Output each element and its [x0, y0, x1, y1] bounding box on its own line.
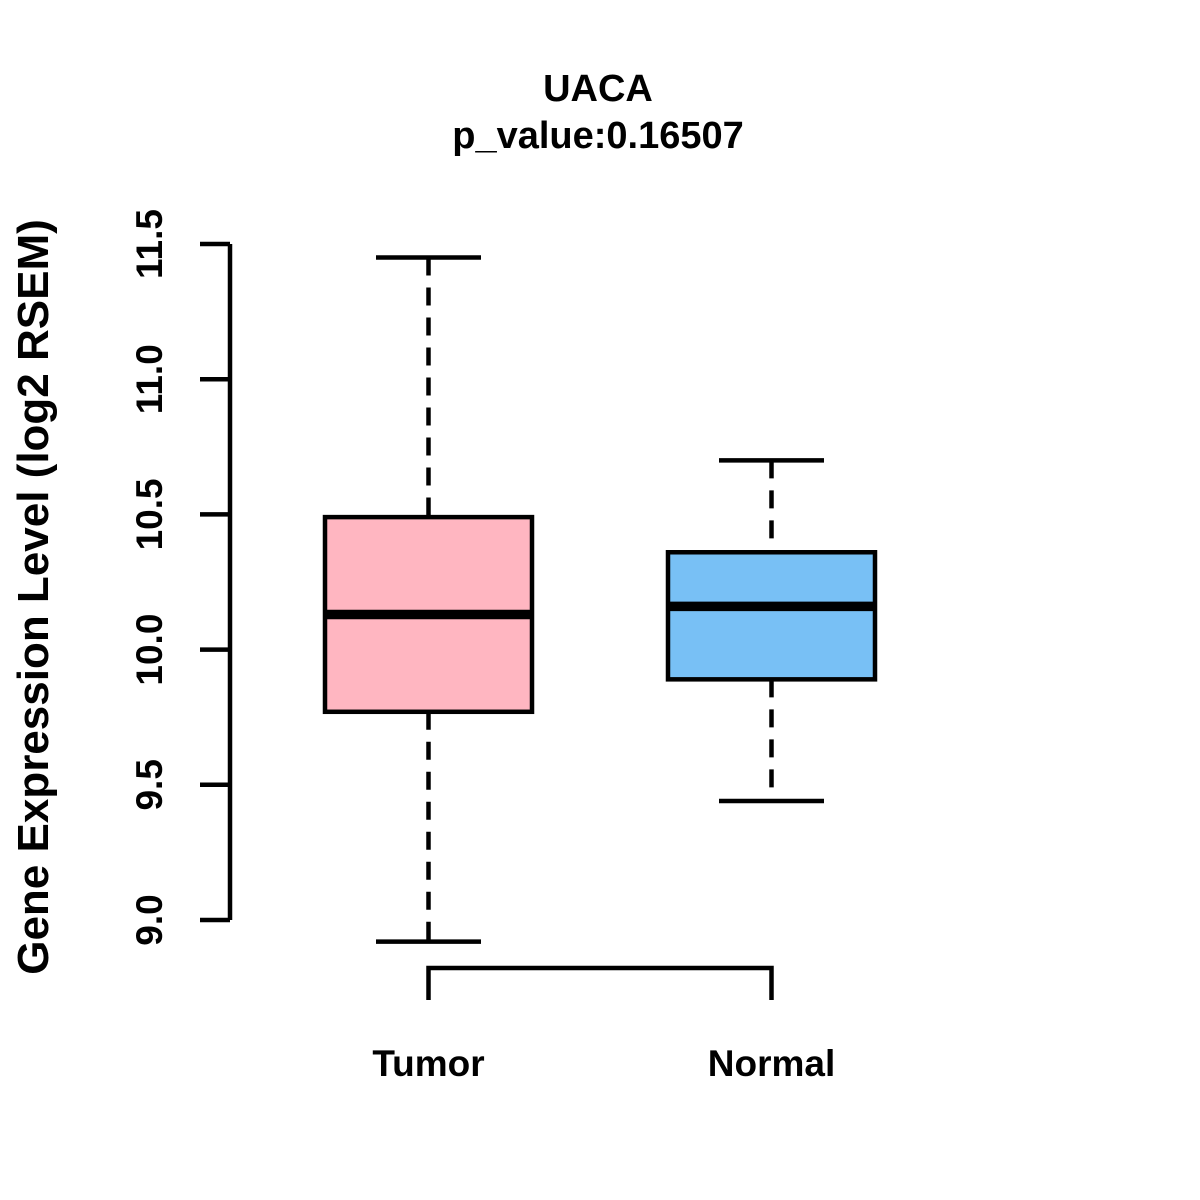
- normal-box: [665, 550, 878, 682]
- y-axis-tick-label: 9.5: [129, 759, 170, 810]
- y-axis-tick-label: 11.0: [129, 344, 170, 414]
- y-axis-tick-label: 10.5: [129, 478, 170, 550]
- title-block: UACA p_value:0.16507: [0, 66, 1196, 160]
- y-axis-tick-label: 10.0: [129, 614, 170, 686]
- chart-title: UACA: [543, 68, 653, 110]
- x-axis-label-tumor: Tumor: [372, 1043, 484, 1084]
- x-axis-bracket: [426, 965, 774, 1000]
- y-axis-tick-label: 9.0: [129, 894, 170, 945]
- x-axis-label-normal: Normal: [708, 1043, 835, 1084]
- p-value-subtitle: p_value:0.16507: [452, 115, 744, 157]
- y-axis-tick-label: 11.5: [129, 209, 170, 279]
